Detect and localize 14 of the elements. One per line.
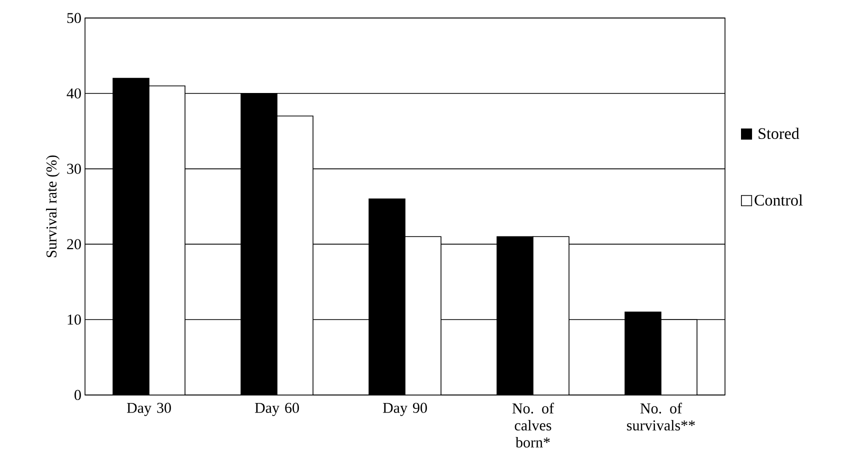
- y-tick-label: 0: [74, 390, 81, 400]
- y-tick-label: 10: [68, 314, 81, 325]
- legend-label: Stored: [758, 128, 800, 140]
- y-tick-label: 50: [67, 12, 81, 24]
- x-tick-label: Day 30: [126, 402, 171, 416]
- x-tick-label: No. of survivals**: [627, 402, 695, 430]
- legend-label: Control: [754, 194, 803, 206]
- x-tick-label: No. of calves born*: [512, 402, 554, 448]
- y-tick-label: 30: [67, 164, 81, 174]
- x-tick-label: Day 90: [382, 402, 427, 416]
- y-tick-label: 40: [66, 88, 81, 98]
- y-axis-title: Survival rate (%): [46, 156, 60, 258]
- x-tick-label: Day 60: [254, 402, 299, 416]
- y-tick-label: 20: [67, 239, 81, 250]
